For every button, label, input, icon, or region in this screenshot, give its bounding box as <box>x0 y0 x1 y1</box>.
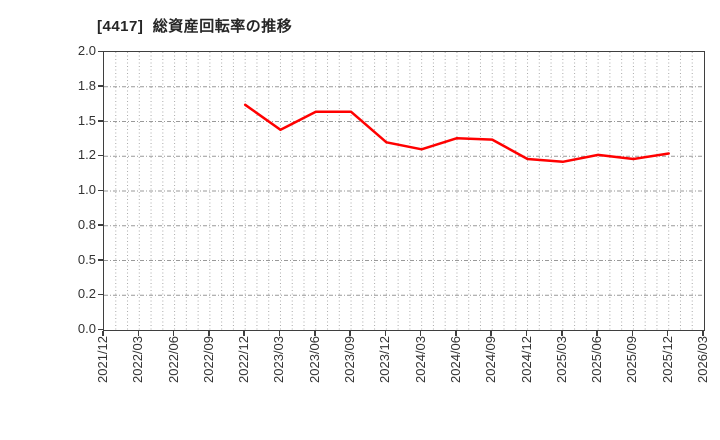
x-axis-tick-mark <box>561 330 563 336</box>
x-axis-tick-mark <box>702 330 704 336</box>
y-axis-tick-label: 0.8 <box>77 216 96 232</box>
y-axis-tick-label: 1.2 <box>77 147 96 163</box>
x-axis-tick-mark <box>525 330 528 336</box>
data-line <box>243 103 670 164</box>
x-axis-tick-label: 2024/09 <box>483 336 499 383</box>
x-axis-tick-mark <box>208 330 210 336</box>
y-axis-tick-label: 0.0 <box>77 321 96 336</box>
y-axis-tick-mark <box>98 259 103 261</box>
x-axis-tick-label: 2021/12 <box>95 336 110 383</box>
x-axis-tick-mark <box>384 330 387 336</box>
x-axis-tick-label: 2022/03 <box>130 336 146 383</box>
x-axis-tick-mark <box>172 330 175 336</box>
plot-canvas <box>104 52 704 330</box>
y-axis-tick-mark <box>98 50 103 52</box>
x-axis-tick-mark <box>102 330 104 336</box>
x-axis-tick-label: 2024/06 <box>447 336 463 383</box>
x-axis-tick-label: 2023/03 <box>271 336 287 383</box>
x-axis-tick-mark <box>349 330 351 336</box>
x-axis-tick-label: 2022/06 <box>165 336 181 383</box>
y-axis-tick-mark <box>98 224 103 226</box>
x-axis-tick-label: 2025/09 <box>624 336 640 383</box>
x-axis-tick-label: 2025/06 <box>589 336 605 383</box>
x-axis-tick-mark <box>666 330 669 336</box>
y-axis-tick-label: 1.5 <box>77 112 96 128</box>
y-axis-tick-mark <box>98 85 103 87</box>
x-axis-tick-label: 2025/12 <box>659 336 675 383</box>
x-axis-tick-label: 2023/09 <box>342 336 358 383</box>
x-axis-tick-label: 2024/12 <box>518 336 534 383</box>
y-axis-tick-label: 1.8 <box>77 77 96 93</box>
x-axis-tick-label: 2022/09 <box>200 336 216 383</box>
x-axis-tick-mark <box>490 330 492 336</box>
y-axis-tick-label: 2.0 <box>77 43 96 58</box>
x-axis-tick-mark <box>455 330 457 336</box>
y-axis-tick-label: 0.2 <box>77 286 96 302</box>
x-axis-tick-mark <box>596 330 598 336</box>
x-axis-tick-label: 2024/03 <box>412 336 428 383</box>
x-axis-tick-label: 2023/06 <box>306 336 322 383</box>
y-axis-tick-mark <box>98 293 103 296</box>
y-axis-tick-mark <box>98 189 103 191</box>
x-axis-tick-label: 2026/03 <box>695 336 710 383</box>
x-axis-tick-mark <box>314 330 316 336</box>
x-axis-tick-mark <box>278 330 281 336</box>
y-axis-tick-label: 0.5 <box>77 251 96 267</box>
x-axis-tick-mark <box>631 330 634 336</box>
y-axis-tick-mark <box>98 120 103 122</box>
y-axis-tick-label: 1.0 <box>77 182 96 197</box>
x-axis-tick-label: 2025/03 <box>553 336 569 383</box>
y-axis-tick-mark <box>98 328 103 330</box>
x-axis-tick-mark <box>137 330 140 336</box>
x-axis-tick-mark <box>419 330 422 336</box>
x-axis-tick-mark <box>243 330 245 336</box>
plot-area <box>103 51 705 331</box>
y-axis-tick-mark <box>98 154 103 157</box>
x-axis-tick-label: 2023/12 <box>377 336 393 383</box>
x-axis-tick-label: 2022/12 <box>236 336 252 383</box>
chart-title: [4417] 総資産回転率の推移 <box>97 18 293 35</box>
